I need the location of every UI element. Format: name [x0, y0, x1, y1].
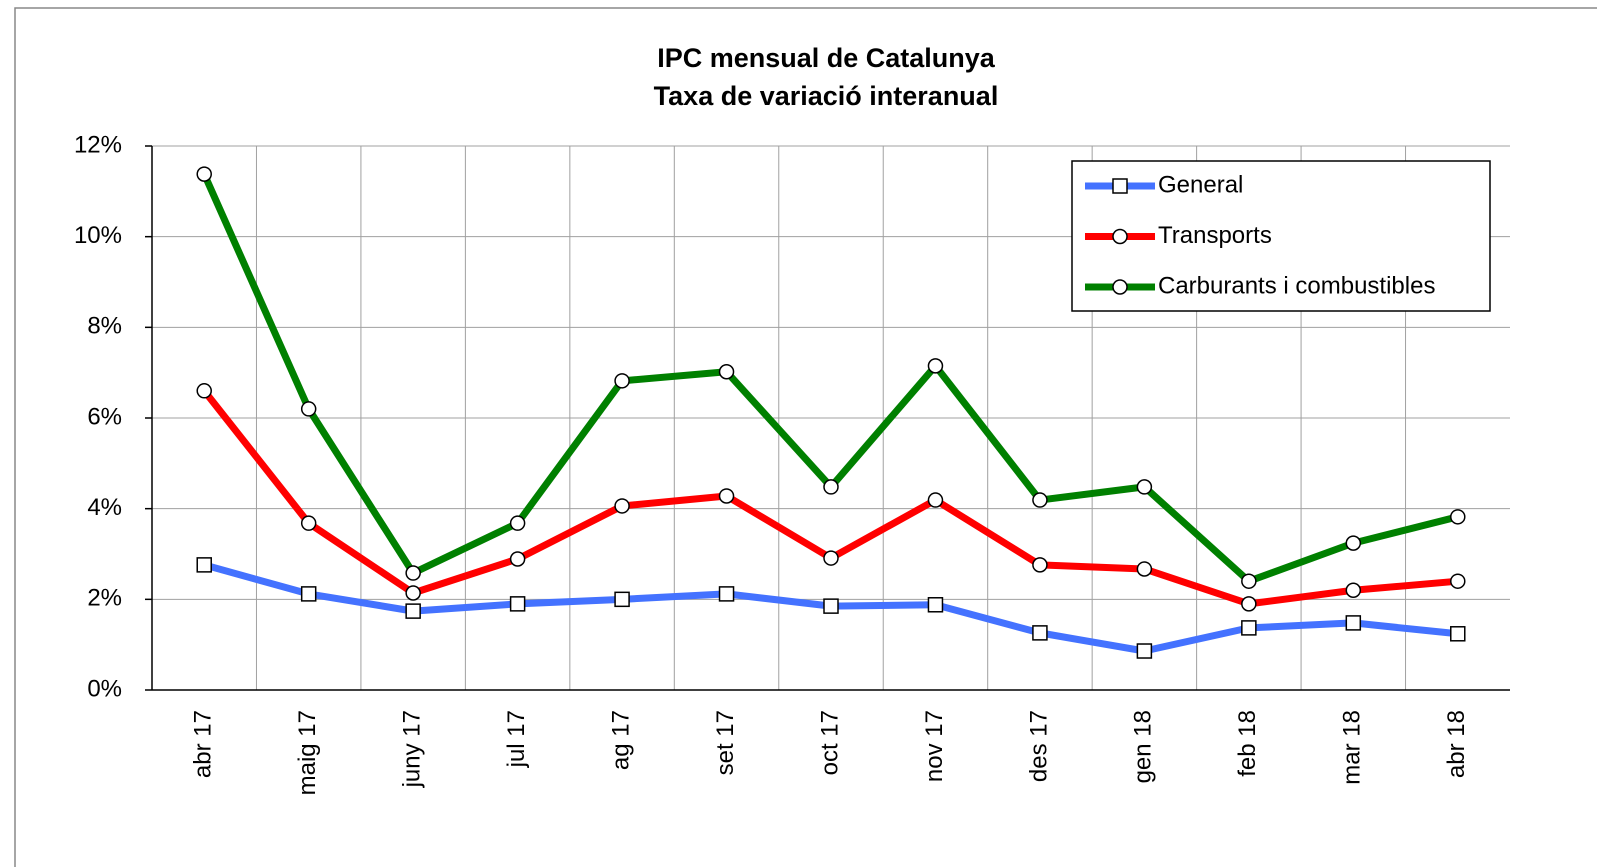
- data-point: [509, 596, 526, 612]
- data-point: [509, 551, 526, 567]
- data-point: [614, 591, 630, 608]
- data-point: [300, 586, 317, 602]
- x-tick-label: maig 17: [294, 710, 321, 795]
- data-point: [300, 515, 317, 531]
- x-tick-label: jul 17: [503, 710, 530, 768]
- data-point: [614, 498, 630, 514]
- legend-label: Carburants i combustibles: [1158, 272, 1435, 299]
- chart-title: IPC mensual de Catalunya: [657, 43, 996, 73]
- data-point: [1136, 479, 1153, 495]
- y-tick-label: 10%: [74, 222, 122, 249]
- data-point: [927, 492, 944, 508]
- y-tick-label: 0%: [87, 675, 122, 702]
- data-point: [1450, 573, 1466, 589]
- data-point: [927, 597, 944, 613]
- legend-marker: [1112, 279, 1128, 295]
- data-point: [1032, 625, 1048, 641]
- data-point: [718, 364, 735, 380]
- data-point: [196, 557, 212, 573]
- data-point: [1136, 643, 1153, 659]
- legend-marker: [1112, 228, 1128, 245]
- data-point: [823, 598, 839, 614]
- data-point: [1032, 557, 1048, 573]
- data-point: [405, 585, 421, 601]
- x-tick-label: des 17: [1025, 710, 1052, 782]
- data-point: [1241, 573, 1257, 589]
- x-tick-label: oct 17: [816, 710, 843, 775]
- data-point: [1241, 620, 1257, 636]
- y-tick-label: 4%: [87, 494, 122, 521]
- y-tick-label: 6%: [87, 403, 122, 430]
- x-tick-label: gen 18: [1130, 710, 1157, 783]
- data-point: [1345, 582, 1362, 599]
- x-tick-label: abr 17: [190, 710, 217, 778]
- x-tick-label: ag 17: [607, 710, 634, 770]
- data-point: [405, 565, 421, 581]
- x-tick-label: abr 18: [1443, 710, 1470, 778]
- data-point: [509, 515, 526, 531]
- data-point: [823, 479, 839, 495]
- x-tick-label: set 17: [712, 710, 739, 775]
- x-tick-label: feb 18: [1234, 710, 1261, 777]
- data-point: [1450, 509, 1466, 525]
- y-tick-label: 2%: [87, 585, 122, 612]
- data-point: [927, 358, 944, 374]
- data-point: [405, 603, 421, 619]
- data-point: [300, 401, 317, 417]
- data-point: [823, 550, 839, 566]
- data-point: [1345, 615, 1362, 631]
- data-point: [1241, 596, 1257, 612]
- legend-label: Transports: [1158, 222, 1272, 249]
- data-point: [1450, 626, 1466, 642]
- data-point: [196, 166, 212, 182]
- data-point: [1136, 561, 1153, 577]
- legend-marker: [1112, 178, 1128, 194]
- data-point: [718, 488, 735, 504]
- data-point: [1345, 535, 1362, 551]
- x-tick-label: nov 17: [921, 710, 948, 782]
- chart-subtitle: Taxa de variació interanual: [654, 81, 999, 111]
- data-point: [1032, 492, 1048, 508]
- data-point: [718, 586, 735, 602]
- data-point: [196, 383, 212, 399]
- y-tick-label: 12%: [74, 131, 122, 158]
- data-point: [614, 373, 630, 389]
- x-tick-label: mar 18: [1339, 710, 1366, 785]
- x-tick-label: juny 17: [398, 710, 425, 788]
- y-tick-label: 8%: [87, 313, 122, 340]
- legend-label: General: [1158, 171, 1243, 198]
